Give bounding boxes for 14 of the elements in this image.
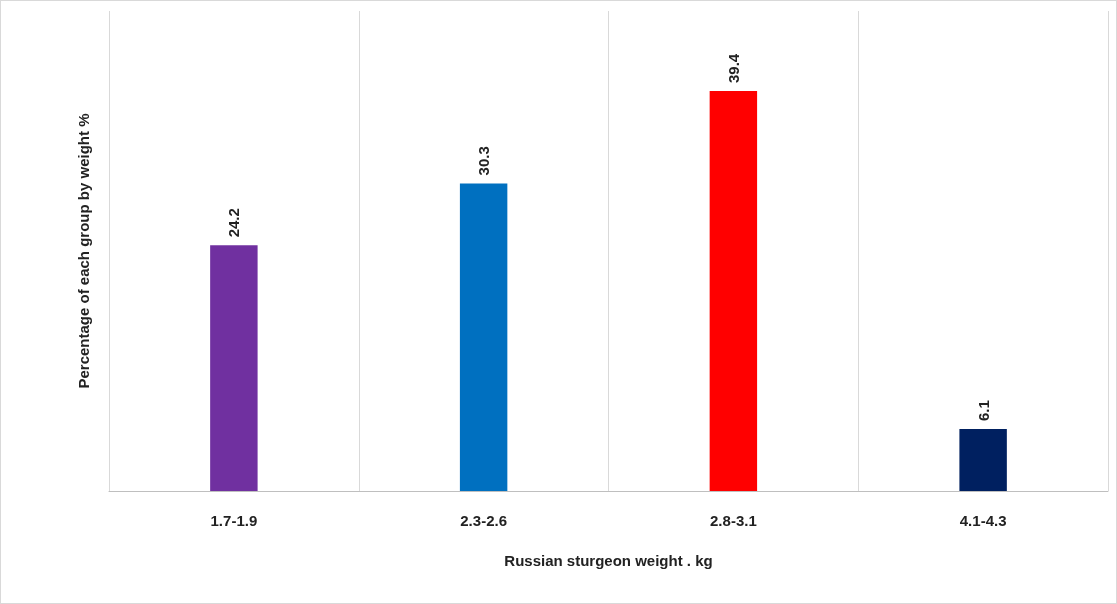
- y-axis-title: Percentage of each group by weight %: [75, 113, 92, 389]
- x-tick-label: 4.1-4.3: [959, 512, 1007, 529]
- x-tick-label: 2.3-2.6: [460, 512, 507, 529]
- bar: [709, 91, 758, 491]
- data-label: 24.2: [225, 208, 243, 238]
- bar: [459, 183, 508, 491]
- x-tick-label: 2.8-3.1: [710, 512, 757, 529]
- bar: [210, 245, 258, 491]
- x-tick-label: 1.7-1.9: [210, 512, 258, 529]
- x-axis-title: Russian sturgeon weight . kg: [504, 552, 713, 569]
- data-label: 6.1: [974, 400, 992, 422]
- data-label: 30.3: [475, 146, 493, 176]
- data-label: 39.4: [724, 53, 742, 83]
- bar: [959, 429, 1007, 491]
